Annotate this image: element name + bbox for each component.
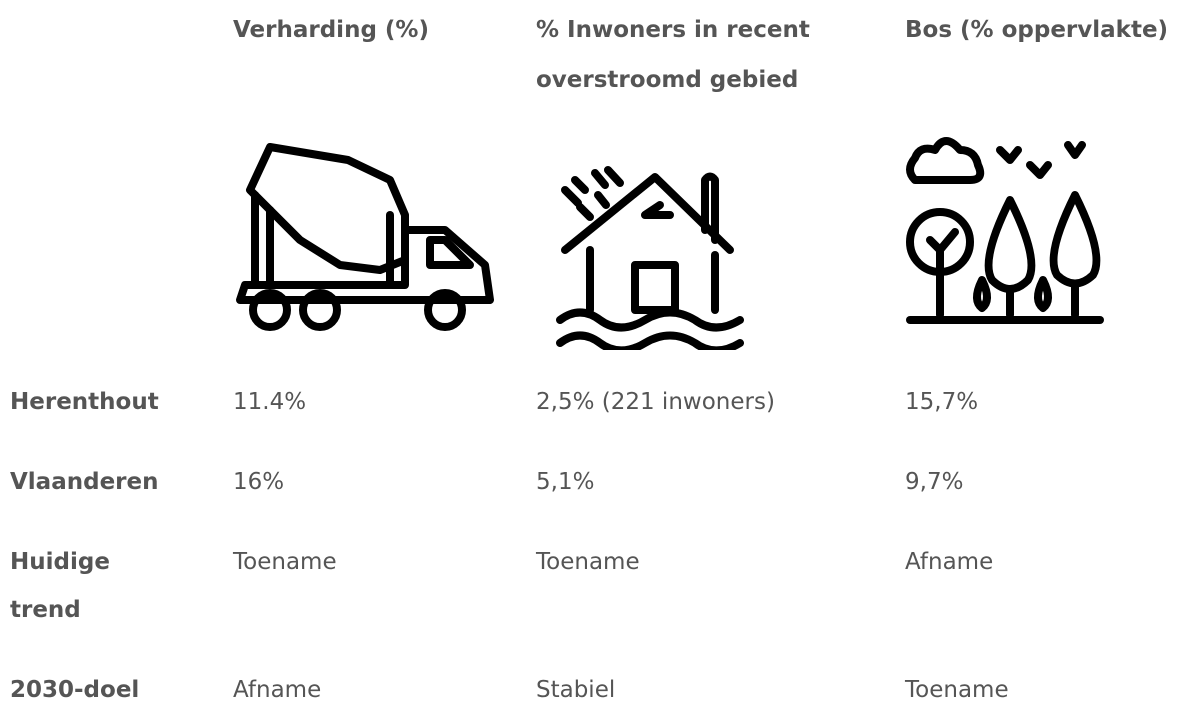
row-label: Herenthout <box>10 389 159 415</box>
row-label: Vlaanderen <box>10 469 159 495</box>
row-label: Huidige trend <box>10 549 110 623</box>
cell: 15,7% <box>905 389 979 415</box>
row-label: 2030-doel <box>10 677 140 703</box>
cell: Toename <box>905 677 1009 703</box>
cell: 11.4% <box>233 389 307 415</box>
column-header: % Inwoners in recent overstroomd gebied <box>536 17 810 93</box>
cell: Afname <box>905 549 994 575</box>
flooded-house-icon <box>556 166 744 350</box>
cell: 5,1% <box>536 469 595 495</box>
cell: 2,5% (221 inwoners) <box>536 389 775 415</box>
cell: Stabiel <box>536 677 616 703</box>
cell: Toename <box>233 549 337 575</box>
mixer-truck-icon <box>236 143 494 331</box>
cell: 16% <box>233 469 285 495</box>
forest-icon <box>906 137 1104 324</box>
cell: Afname <box>233 677 322 703</box>
cell: 9,7% <box>905 469 964 495</box>
column-header: Verharding (%) <box>233 17 429 43</box>
column-header: Bos (% opper­vlakte) <box>905 17 1169 43</box>
cell: Toename <box>536 549 640 575</box>
